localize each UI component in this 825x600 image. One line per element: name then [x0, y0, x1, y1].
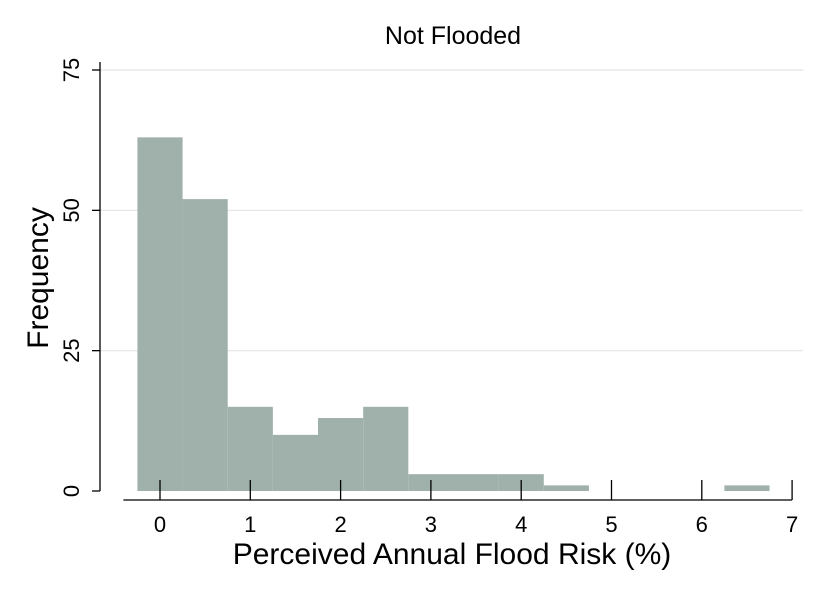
histogram-bar-9	[543, 485, 589, 491]
x-tick-label-5: 5	[605, 512, 617, 537]
y-tick-label-25: 25	[59, 338, 84, 362]
y-tick-label-0: 0	[59, 485, 84, 497]
x-axis-label: Perceived Annual Flood Risk (%)	[233, 538, 672, 571]
x-tick-label-4: 4	[515, 512, 527, 537]
axes	[92, 62, 793, 501]
histogram-bar-4	[318, 418, 364, 491]
x-tick-label-6: 6	[696, 512, 708, 537]
tick-labels: 0 25 50 75 0 1 2 3 4 5 6 7	[59, 58, 798, 537]
histogram-bar-13	[724, 485, 770, 491]
x-tick-label-3: 3	[425, 512, 437, 537]
y-tick-label-75: 75	[59, 58, 84, 82]
x-tick-label-0: 0	[154, 512, 166, 537]
y-axis-label: Frequency	[22, 207, 55, 349]
chart-title: Not Flooded	[385, 22, 521, 50]
histogram-bar-7	[453, 474, 499, 491]
histogram-bar-1	[182, 199, 228, 491]
histogram-bar-0	[137, 137, 183, 492]
histogram-bars	[137, 137, 770, 492]
histogram-bar-3	[272, 434, 319, 491]
x-tick-label-1: 1	[244, 512, 256, 537]
x-tick-label-7: 7	[786, 512, 798, 537]
x-tick-label-2: 2	[334, 512, 346, 537]
y-tick-label-50: 50	[59, 198, 84, 222]
histogram-bar-2	[227, 406, 273, 491]
histogram-bar-5	[363, 406, 409, 491]
